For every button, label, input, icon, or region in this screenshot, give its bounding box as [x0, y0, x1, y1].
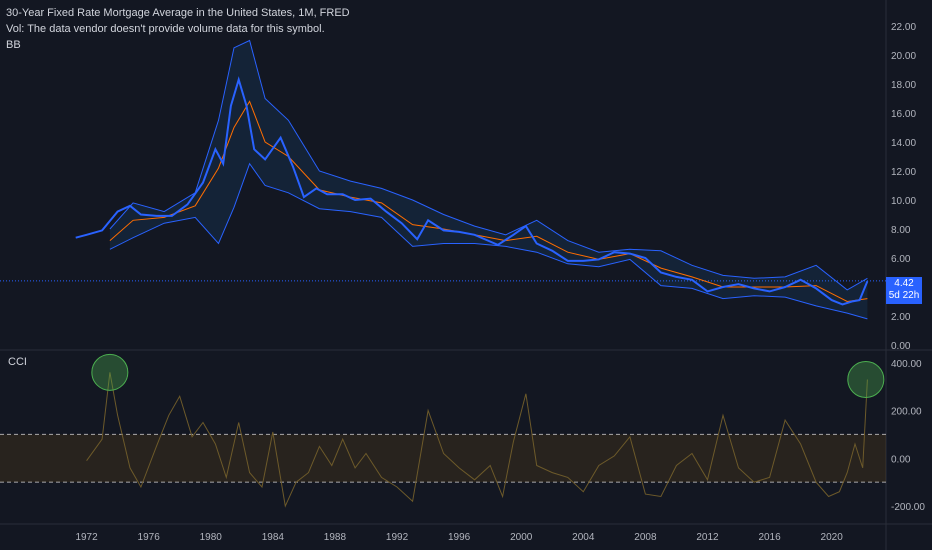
chart-title: 30-Year Fixed Rate Mortgage Average in t… — [6, 7, 350, 19]
time-tick-label: 1988 — [324, 532, 347, 543]
cci-line — [86, 372, 868, 508]
time-tick-label: 1976 — [138, 532, 161, 543]
time-tick-label: 1980 — [200, 532, 223, 543]
cci-band-fill — [0, 434, 886, 483]
price-tick-label: 22.00 — [891, 22, 916, 33]
price-tick-label: 12.00 — [891, 167, 916, 178]
bb-label[interactable]: BB — [6, 39, 21, 51]
price-tick-label: 10.00 — [891, 196, 916, 207]
cci-tick-label: 400.00 — [891, 359, 922, 370]
price-tick-label: 2.00 — [891, 312, 911, 323]
highlight-circle — [91, 353, 129, 391]
time-tick-label: 1984 — [262, 532, 285, 543]
price-tick-label: 6.00 — [891, 254, 911, 265]
price-tick-label: 0.00 — [891, 341, 911, 352]
time-tick-label: 2000 — [510, 532, 533, 543]
price-tick-label: 16.00 — [891, 109, 916, 120]
price-line — [75, 76, 869, 306]
time-tick-label: 2016 — [758, 532, 781, 543]
volume-note: Vol: The data vendor doesn't provide vol… — [6, 23, 325, 35]
series-lines — [75, 76, 869, 508]
cci-tick-label: 0.00 — [891, 454, 911, 465]
time-tick-label: 2004 — [572, 532, 595, 543]
upper-band-line — [109, 39, 868, 291]
price-tick-label: 14.00 — [891, 138, 916, 149]
highlight-circle — [847, 360, 885, 398]
last-price-tag: 4.42 5d 22h — [886, 277, 922, 304]
axis-ticks: 0.002.004.006.008.0010.0012.0014.0016.00… — [75, 22, 925, 543]
price-tick-label: 20.00 — [891, 51, 916, 62]
time-tick-label: 2012 — [696, 532, 719, 543]
lower-band-line — [109, 162, 868, 320]
cci-label[interactable]: CCI — [8, 356, 27, 368]
last-price-value: 4.42 — [894, 278, 914, 289]
time-tick-label: 2020 — [821, 532, 844, 543]
bollinger-bands — [109, 39, 868, 320]
time-tick-label: 1996 — [448, 532, 471, 543]
cci-tick-label: -200.00 — [891, 502, 925, 513]
price-tick-label: 18.00 — [891, 80, 916, 91]
price-tick-label: 8.00 — [891, 225, 911, 236]
band-fill — [109, 40, 868, 319]
highlight-circles — [91, 353, 885, 398]
time-tick-label: 1992 — [386, 532, 409, 543]
time-tick-label: 2008 — [634, 532, 657, 543]
cci-tick-label: 200.00 — [891, 407, 922, 418]
time-tick-label: 1972 — [75, 532, 98, 543]
bar-countdown: 5d 22h — [888, 290, 920, 301]
